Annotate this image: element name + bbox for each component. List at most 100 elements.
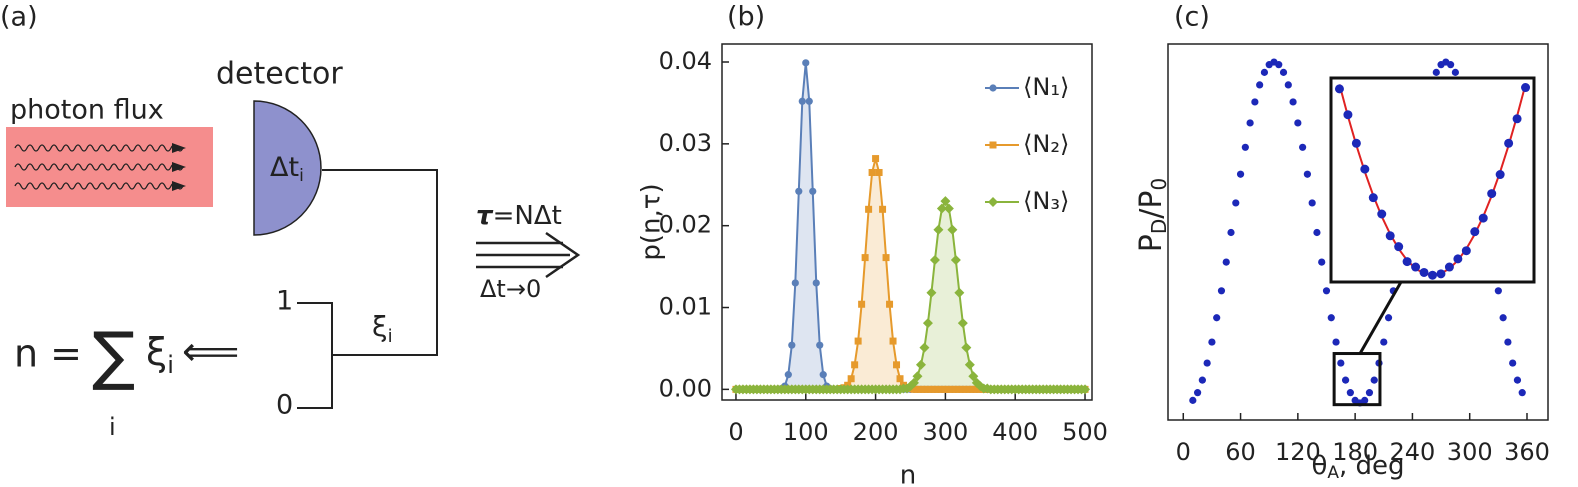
- marker: [919, 342, 930, 353]
- marker: [889, 337, 897, 345]
- data-point: [1303, 170, 1311, 178]
- panel-label: (a): [0, 2, 38, 33]
- plot-frame: [1167, 43, 1549, 421]
- inset-point: [1385, 231, 1395, 241]
- tau-definition: =NΔt: [493, 201, 562, 231]
- x-tick-label: 500: [1062, 418, 1108, 446]
- data-point: [1193, 389, 1202, 397]
- panel-label: (c): [1174, 2, 1210, 33]
- series-line: [735, 198, 1086, 391]
- inset-point: [1419, 267, 1429, 277]
- photon-flux-label: photon flux: [10, 95, 164, 126]
- p: P: [1134, 234, 1169, 252]
- marker: [882, 254, 890, 262]
- inset-point: [1368, 193, 1378, 203]
- marker: [851, 361, 859, 369]
- marker: [954, 287, 965, 298]
- legend-marker: [989, 84, 997, 92]
- data-point: [1308, 199, 1316, 207]
- y-tick-label: 0.02: [659, 211, 712, 239]
- data-point: [1513, 376, 1522, 384]
- p-index: D: [1147, 219, 1171, 234]
- x-axis-label: n: [900, 461, 916, 487]
- data-point: [1341, 376, 1350, 384]
- marker: [893, 361, 901, 369]
- data-point: [1447, 61, 1455, 69]
- marker: [875, 168, 883, 176]
- data-point: [1251, 98, 1259, 106]
- x-tick-label: 300: [922, 418, 968, 446]
- marker: [798, 97, 806, 105]
- unit: , deg: [1339, 451, 1405, 481]
- data-point: [1432, 68, 1440, 76]
- marker: [879, 205, 887, 213]
- data-point: [1365, 389, 1374, 397]
- level-bracket: [297, 302, 333, 409]
- y-tick-label: 0.03: [659, 129, 712, 157]
- inset-point: [1334, 84, 1344, 94]
- y-axis-label: p(n,τ): [637, 183, 667, 260]
- arrow-bottom-label: Δt→0: [480, 275, 541, 303]
- marker: [809, 187, 817, 195]
- sum-term: ξi: [146, 330, 174, 380]
- xi-index: i: [167, 351, 174, 379]
- data-point: [1299, 143, 1307, 151]
- marker: [861, 254, 869, 262]
- marker: [805, 97, 813, 105]
- marker: [847, 375, 855, 383]
- data-point: [1451, 68, 1459, 76]
- inset-point: [1343, 110, 1353, 120]
- marker: [929, 255, 940, 266]
- data-point: [1189, 396, 1197, 404]
- tau: τ: [476, 201, 494, 231]
- data-point: [1327, 314, 1335, 322]
- dt: Δt: [270, 152, 299, 183]
- sum-arrow: ⟸: [182, 329, 239, 375]
- data-point: [1499, 314, 1507, 322]
- xi-label: ξi: [372, 310, 393, 347]
- data-point: [1346, 389, 1354, 397]
- x-tick-label: 360: [1504, 438, 1550, 466]
- x-tick-label: 180: [1332, 438, 1378, 466]
- marker: [865, 205, 873, 213]
- marker: [802, 59, 810, 67]
- sum-symbol: ∑: [92, 320, 135, 394]
- data-point: [1361, 396, 1369, 404]
- arrow-top-label: τ=NΔt: [476, 201, 562, 231]
- data-point: [1217, 287, 1226, 295]
- marker: [950, 255, 961, 266]
- x-tick-label: 120: [1275, 438, 1321, 466]
- data-point: [1494, 287, 1502, 295]
- marker: [922, 318, 933, 329]
- inset-point: [1444, 262, 1454, 272]
- legend-marker: [989, 141, 997, 149]
- data-point: [1504, 338, 1512, 346]
- dt-index: i: [299, 166, 304, 186]
- x-tick-label: 60: [1225, 438, 1256, 466]
- series-line: [735, 62, 1086, 391]
- inset-point: [1512, 114, 1522, 124]
- marker: [858, 300, 866, 308]
- sum-index: i: [109, 413, 116, 441]
- y-tick-label: 0.00: [659, 374, 712, 402]
- xi: ξ: [146, 330, 167, 374]
- area: [735, 201, 1086, 390]
- data-point: [1279, 68, 1288, 76]
- data-point: [1260, 68, 1269, 76]
- marker: [964, 359, 975, 370]
- data-point: [1236, 170, 1245, 178]
- inset-point: [1521, 83, 1531, 93]
- y-tick-label: 0.04: [659, 47, 712, 75]
- inset-point: [1487, 189, 1497, 199]
- wave-head: [172, 143, 186, 153]
- inset-point: [1470, 227, 1480, 237]
- data-point: [1222, 258, 1230, 266]
- data-point: [1246, 119, 1254, 127]
- p: /P: [1134, 191, 1169, 219]
- inset-point: [1351, 138, 1361, 148]
- data-point: [1370, 376, 1378, 384]
- inset-frame: [1329, 76, 1536, 284]
- wave-head: [172, 162, 186, 172]
- signal-wire: [322, 169, 438, 356]
